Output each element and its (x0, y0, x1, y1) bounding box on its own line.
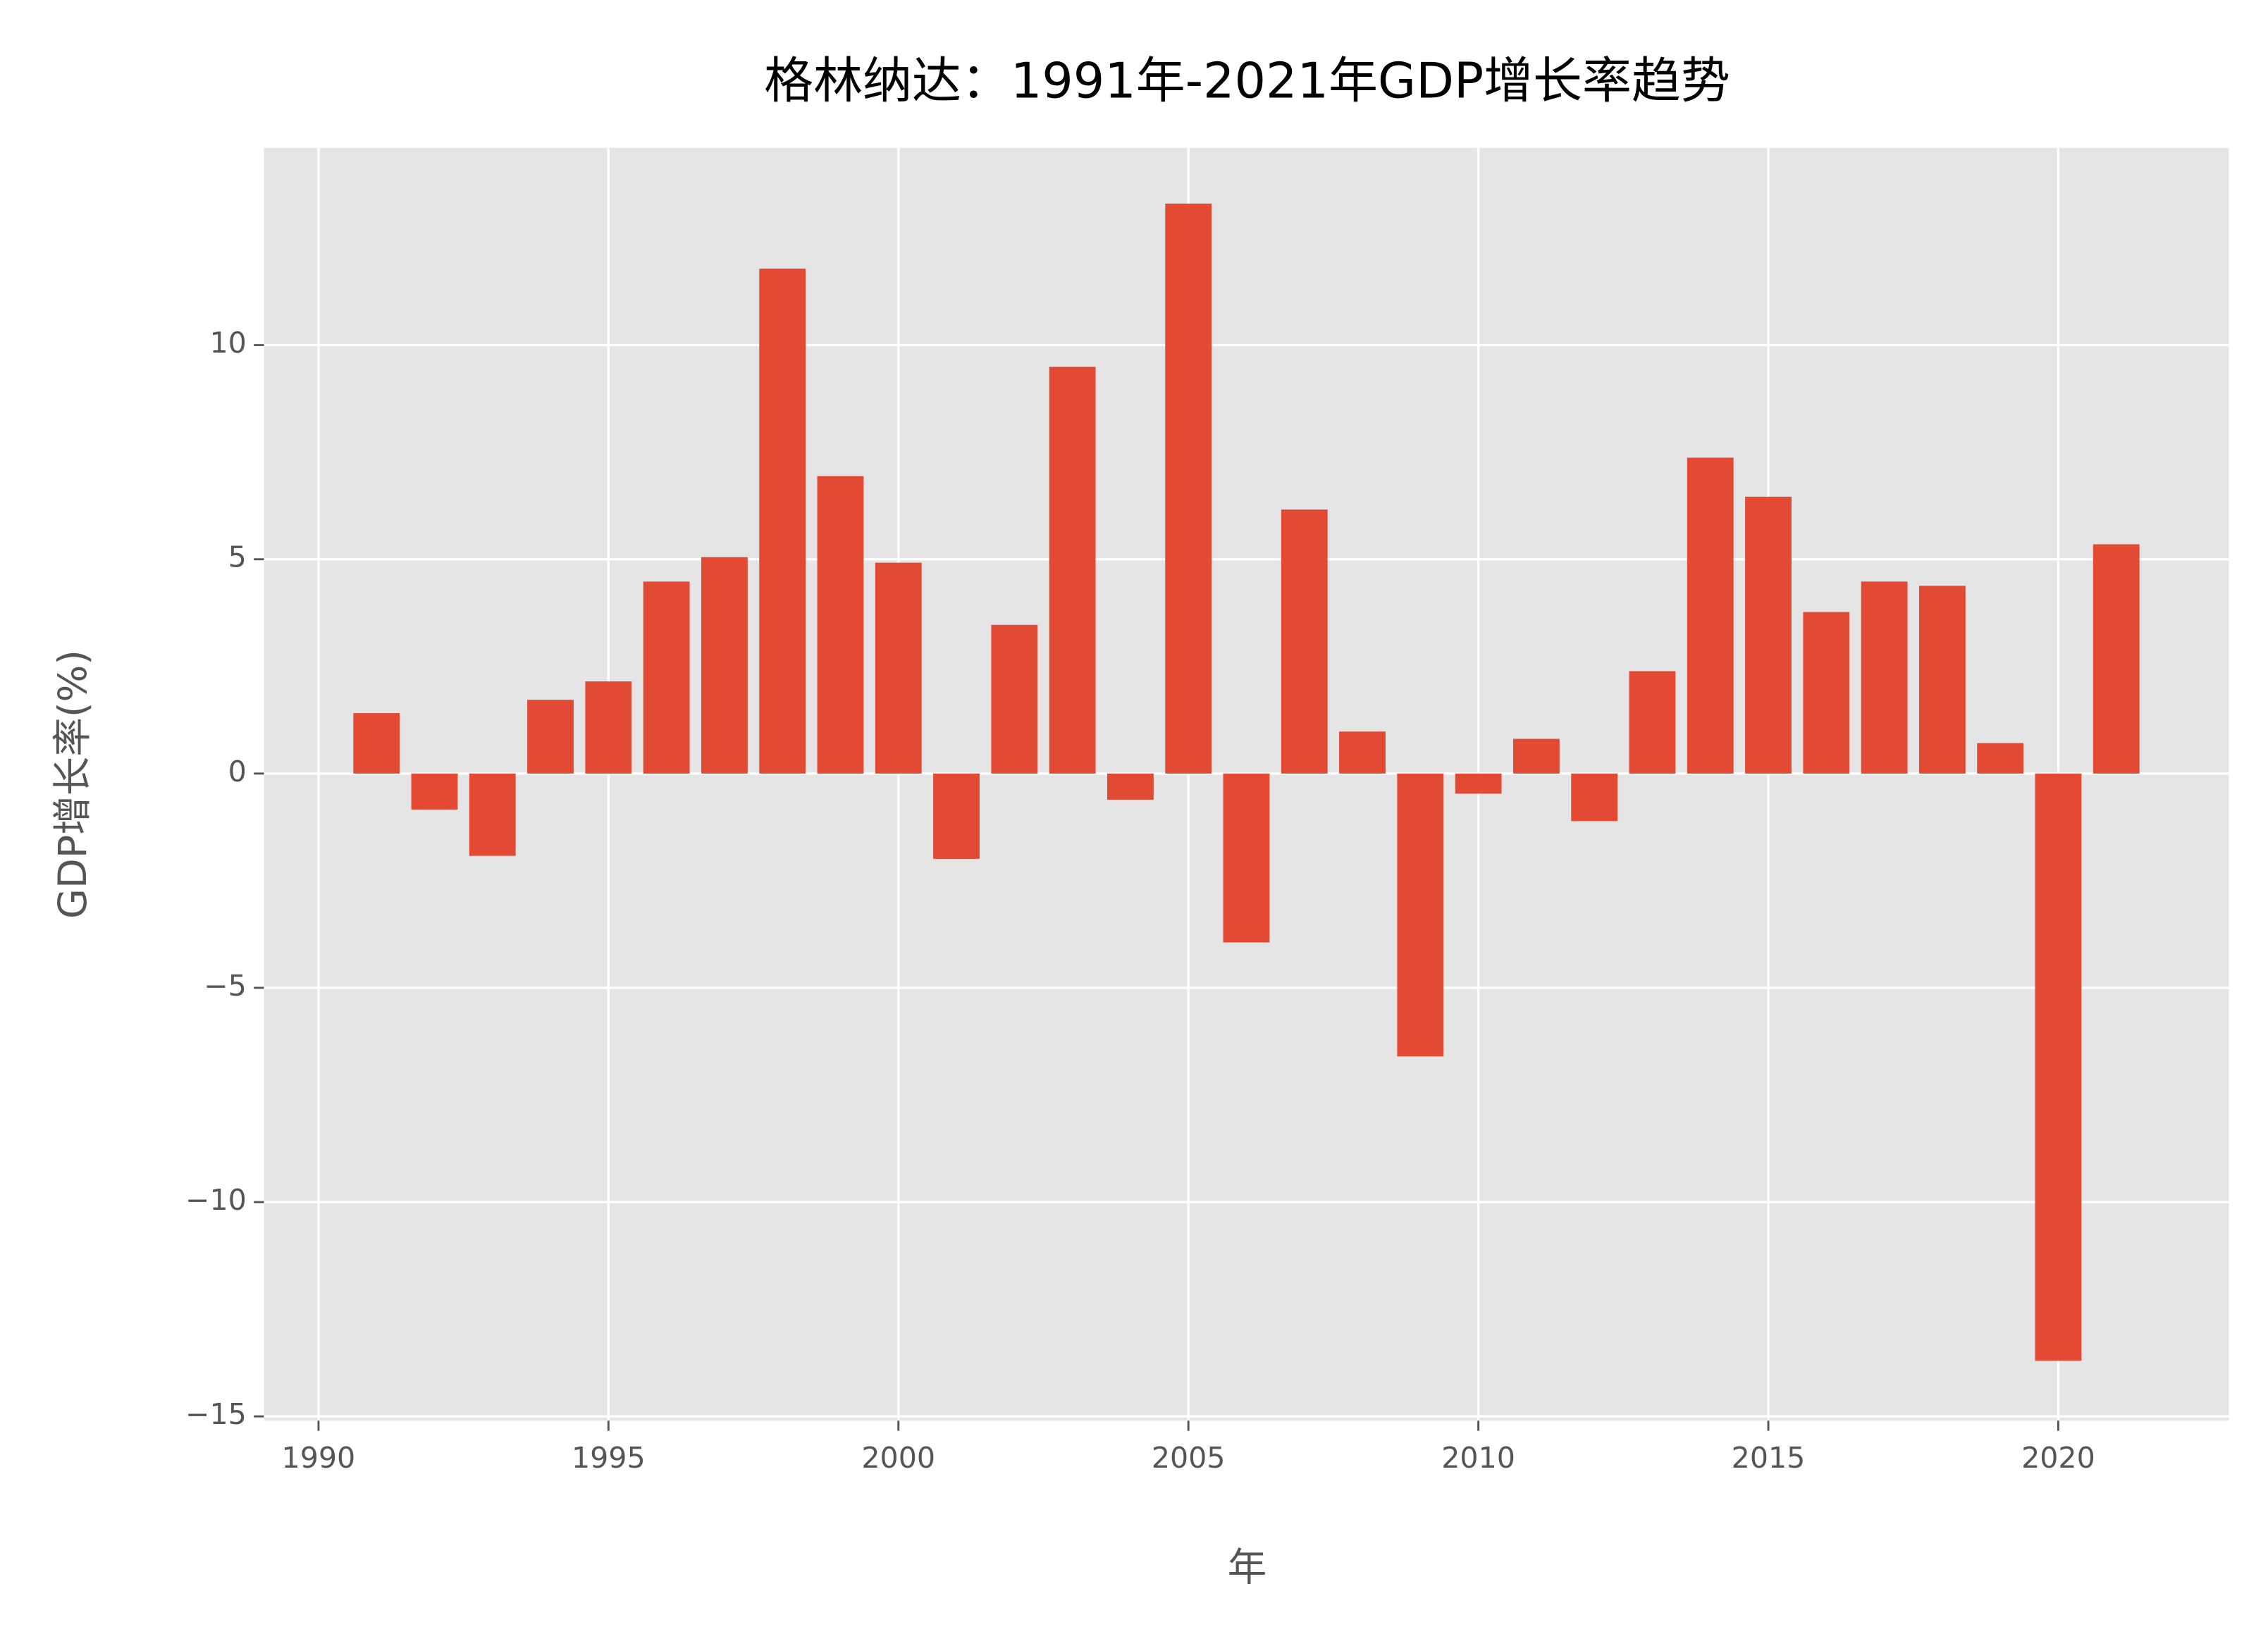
bar (411, 773, 458, 810)
x-tick-label: 1990 (282, 1441, 356, 1475)
bar (1339, 731, 1386, 774)
bar (1049, 366, 1096, 774)
bar (1745, 496, 1792, 774)
bar (759, 268, 806, 774)
bar (2093, 544, 2140, 774)
bar (1107, 773, 1154, 800)
y-tick-label: −10 (185, 1183, 247, 1217)
bar (1918, 586, 1966, 774)
bar (1397, 773, 1444, 1057)
y-axis-label: GDP增长率(%) (50, 650, 96, 919)
bar (817, 476, 864, 774)
x-tick-label: 1995 (572, 1441, 646, 1475)
x-axis-label: 年 (1228, 1544, 1267, 1590)
x-tick-label: 2005 (1152, 1441, 1226, 1475)
y-tick-label: 0 (228, 755, 247, 788)
bars (353, 203, 2140, 1361)
bar (1629, 671, 1676, 774)
bar (1803, 612, 1850, 774)
bar (1861, 581, 1908, 774)
bar (2035, 773, 2082, 1361)
bar (1977, 743, 2024, 774)
bar (1281, 509, 1328, 774)
y-tick-label: −15 (185, 1397, 247, 1431)
bar (1165, 203, 1212, 774)
bar (1571, 773, 1618, 822)
bar (1512, 738, 1560, 774)
bar (875, 562, 922, 774)
bar (1455, 773, 1502, 794)
bar (643, 581, 690, 774)
bar (353, 713, 400, 774)
bar (933, 773, 980, 859)
y-tick-label: 5 (228, 540, 247, 574)
bar (585, 681, 632, 774)
x-tick-label: 2020 (2021, 1441, 2095, 1475)
y-tick-label: 10 (210, 326, 247, 360)
chart-title: 格林纳达：1991年-2021年GDP增长率趋势 (764, 52, 1730, 109)
bar (527, 700, 574, 774)
x-tick-label: 2015 (1732, 1441, 1806, 1475)
x-tick-label: 2010 (1441, 1441, 1515, 1475)
bar (1687, 457, 1734, 774)
x-tick-label: 2000 (861, 1441, 935, 1475)
y-tick-label: −5 (204, 969, 247, 1003)
bar (701, 557, 748, 774)
bar (991, 624, 1038, 774)
bar (469, 773, 516, 856)
bar (1223, 773, 1270, 943)
